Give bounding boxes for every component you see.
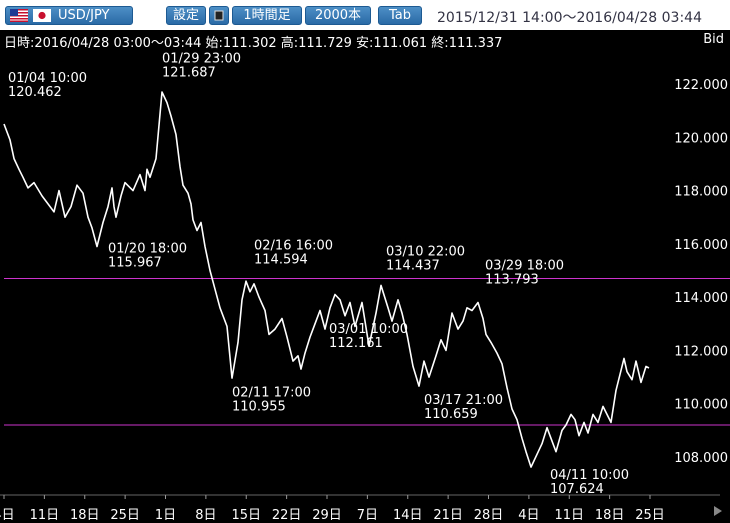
annotation-date-0: 01/04 10:00 [8, 71, 87, 86]
y-tick-label: 118.000 [674, 185, 728, 200]
x-tick-label: 11日 [554, 508, 584, 523]
tab-button[interactable]: Tab [378, 6, 422, 25]
annotation-value-1: 121.687 [162, 65, 216, 80]
y-tick-label: 120.000 [674, 131, 728, 146]
x-tick-label: 14日 [393, 508, 423, 523]
annotation-date-1: 01/29 23:00 [162, 51, 241, 66]
annotation-date-7: 03/01 10:00 [329, 322, 408, 337]
x-tick-label: 1日 [155, 508, 176, 523]
x-tick-label: 18日 [70, 508, 100, 523]
y-tick-label: 108.000 [674, 451, 728, 466]
y-tick-label: 112.000 [674, 344, 728, 359]
date-range-label: 2015/12/31 14:00〜2016/04/28 03:44 [437, 10, 702, 26]
x-tick-label: 11日 [30, 508, 60, 523]
annotation-date-9: 04/11 10:00 [550, 468, 629, 483]
annotation-value-9: 107.624 [550, 482, 604, 497]
annotation-date-8: 03/17 21:00 [424, 393, 503, 408]
x-tick-label: 28日 [474, 508, 504, 523]
bar-count-button[interactable]: 2000本 [305, 6, 371, 25]
x-tick-label: 25日 [635, 508, 665, 523]
annotation-value-7: 112.161 [329, 336, 383, 351]
x-tick-label: 8日 [195, 508, 216, 523]
annotation-date-5: 03/29 18:00 [485, 259, 564, 274]
annotation-date-2: 01/20 18:00 [108, 242, 187, 257]
x-tick-label: 22日 [272, 508, 302, 523]
annotation-value-6: 110.955 [232, 399, 286, 414]
price-chart[interactable]: 122.000 120.000 118.000 116.000 114.000 112.0… [0, 30, 730, 523]
y-tick-label: 110.000 [674, 398, 728, 413]
settings-button[interactable]: 設定 [166, 6, 206, 25]
annotation-value-8: 110.659 [424, 407, 478, 422]
us-flag-icon [10, 9, 28, 22]
x-tick-label: 7日 [357, 508, 378, 523]
y-tick-label: 122.000 [674, 78, 728, 93]
y-tick-label: 116.000 [674, 238, 728, 253]
currency-pair-selector[interactable]: USD/JPY [5, 6, 133, 25]
timeframe-button[interactable]: 1時間足 [232, 6, 302, 25]
annotation-date-6: 02/11 17:00 [232, 385, 311, 400]
price-line [3, 91, 650, 468]
annotation-date-4: 03/10 22:00 [386, 244, 465, 259]
x-tick-label: 4日 [0, 508, 15, 523]
x-tick-label: 29日 [312, 508, 342, 523]
annotation-value-5: 113.793 [485, 273, 539, 288]
japan-flag-icon [33, 9, 51, 22]
scroll-right-icon [714, 506, 722, 516]
x-tick-label: 25日 [110, 508, 140, 523]
annotation-value-2: 115.967 [108, 256, 162, 271]
y-tick-label: 114.000 [674, 291, 728, 306]
chart-plot: 122.000 120.000 118.000 116.000 114.000 112.0… [0, 51, 730, 523]
annotation-value-0: 120.462 [8, 85, 62, 100]
bid-label: Bid [703, 32, 724, 47]
ohlc-info: 日時:2016/04/28 03:00〜03:44 始:111.302 高:11… [4, 36, 503, 51]
x-tick-label: 4日 [518, 508, 539, 523]
x-tick-label: 15日 [231, 508, 261, 523]
square-icon[interactable] [209, 6, 229, 25]
annotation-value-4: 114.437 [386, 258, 440, 273]
annotation-date-3: 02/16 16:00 [254, 238, 333, 253]
currency-pair-label: USD/JPY [58, 8, 110, 23]
annotation-value-3: 114.594 [254, 252, 308, 267]
toolbar: USD/JPY 設定 1時間足 2000本 Tab 2015/12/31 14:… [0, 0, 730, 30]
x-tick-label: 18日 [595, 508, 625, 523]
x-tick-label: 21日 [433, 508, 463, 523]
